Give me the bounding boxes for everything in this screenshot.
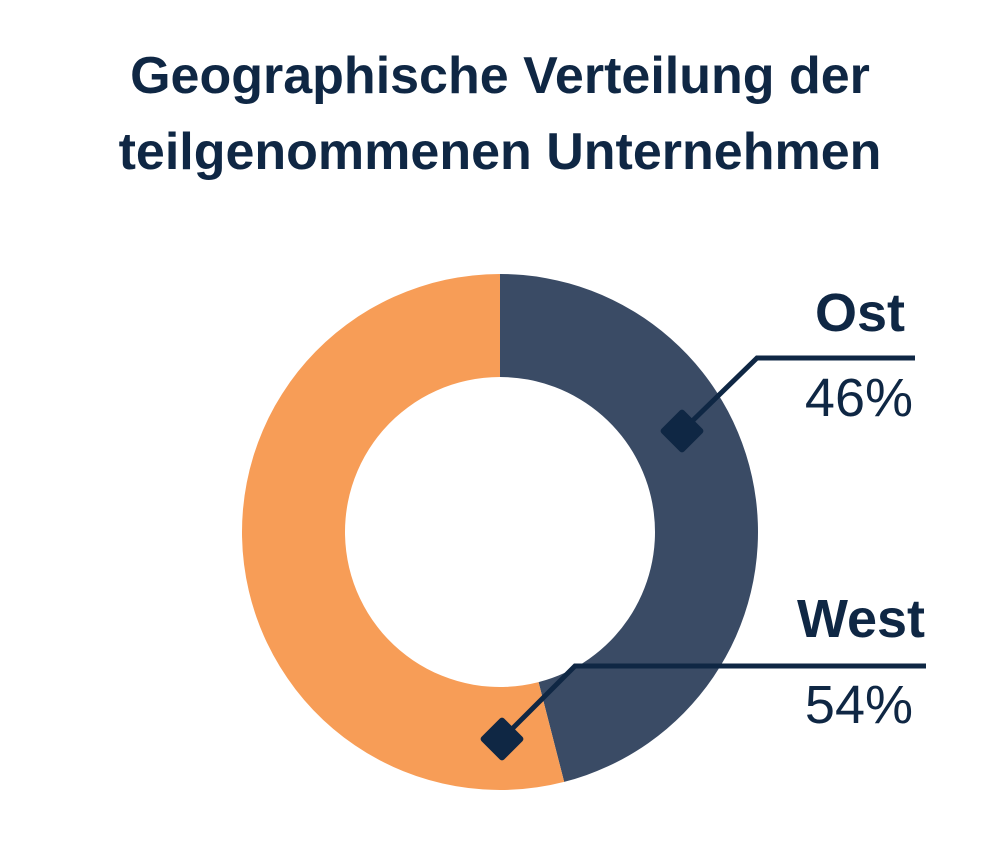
label-ost-name: Ost <box>815 283 905 343</box>
donut-slices <box>241 274 758 791</box>
leader-line-ost <box>680 355 915 433</box>
label-ost-value: 46% <box>805 368 913 428</box>
chart-title-line-2: teilgenommenen Unternehmen <box>118 123 882 181</box>
callout-west: West 54% <box>480 589 926 761</box>
chart-title: Geographische Verteilung der teilgenomme… <box>0 38 1000 190</box>
label-west-value: 54% <box>805 675 913 735</box>
slice-west <box>241 274 565 791</box>
slice-ost <box>500 274 758 782</box>
chart-title-line-1: Geographische Verteilung der <box>130 47 870 105</box>
leader-marker-west <box>480 717 524 761</box>
leader-marker-ost <box>660 409 704 453</box>
label-west-name: West <box>797 589 925 649</box>
callout-ost: Ost 46% <box>660 283 915 453</box>
leader-line-west <box>500 663 926 741</box>
